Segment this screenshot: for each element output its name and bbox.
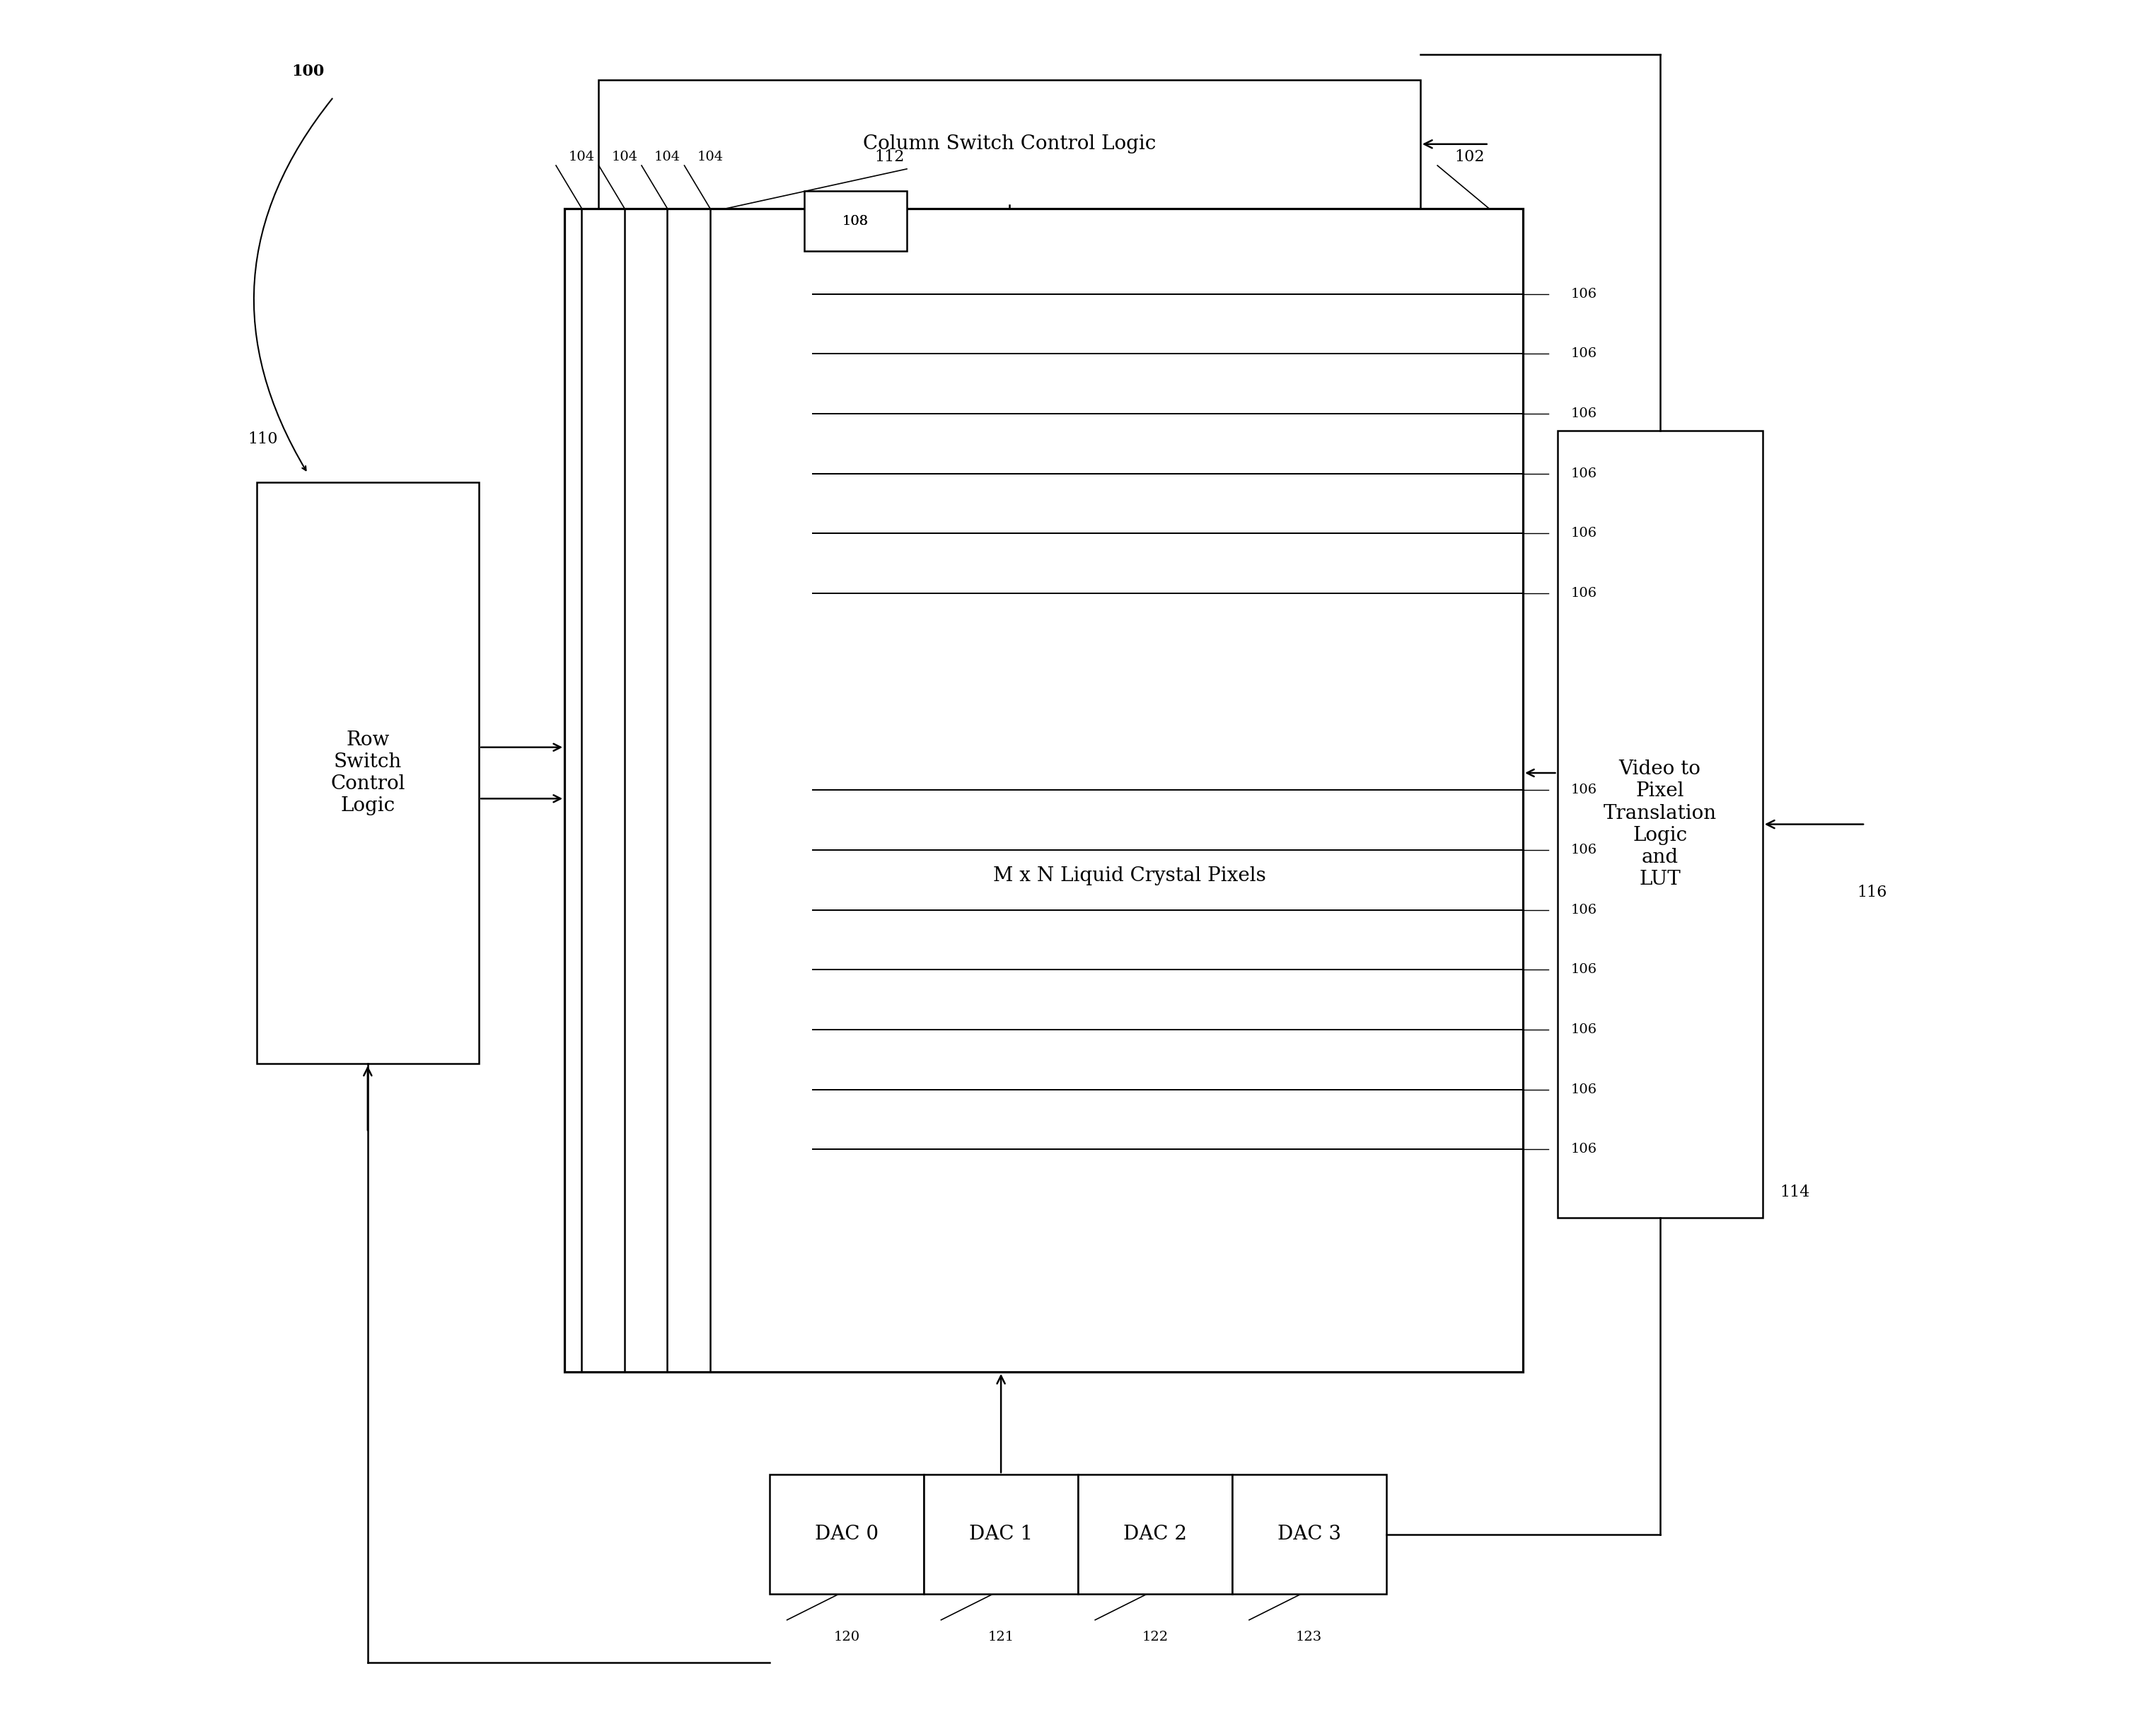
Text: M x N Liquid Crystal Pixels: M x N Liquid Crystal Pixels [994,865,1266,886]
Text: DAC 1: DAC 1 [968,1525,1033,1544]
Bar [1078,1475,1231,1595]
Text: 106: 106 [1572,467,1598,479]
Text: 106: 106 [1572,963,1598,975]
Text: 123: 123 [1296,1631,1322,1643]
Text: 106: 106 [1572,1144,1598,1156]
Text: 108: 108 [843,215,869,227]
Text: 108: 108 [843,215,869,227]
Text: 106: 106 [1572,587,1598,599]
Text: Video to
Pixel
Translation
Logic
and
LUT: Video to Pixel Translation Logic and LUT [1604,759,1716,889]
Text: 110: 110 [248,431,278,446]
Text: 104: 104 [696,151,722,163]
Text: Column Switch Control Logic: Column Switch Control Logic [862,134,1156,153]
Bar [257,482,479,1065]
Text: 102: 102 [1455,149,1485,165]
Text: 100: 100 [291,64,323,79]
Text: 106: 106 [1572,783,1598,797]
Text: 120: 120 [834,1631,860,1643]
Text: 114: 114 [1779,1185,1809,1200]
Text: 106: 106 [1572,527,1598,539]
Text: DAC 3: DAC 3 [1276,1525,1341,1544]
Text: 104: 104 [653,151,681,163]
Text: 106: 106 [1572,407,1598,421]
Text: 104: 104 [569,151,595,163]
Text: 116: 116 [1856,884,1886,900]
Bar [1557,431,1764,1217]
Bar [925,1475,1078,1595]
Bar [770,1475,925,1595]
Text: 106: 106 [1572,287,1598,300]
Text: 104: 104 [612,151,638,163]
Bar [599,81,1421,208]
Text: 106: 106 [1572,903,1598,917]
Bar [804,191,908,251]
Text: 121: 121 [987,1631,1013,1643]
Text: 112: 112 [875,149,906,165]
Text: DAC 0: DAC 0 [815,1525,880,1544]
Text: 106: 106 [1572,347,1598,361]
Text: 106: 106 [1572,1023,1598,1035]
Text: 122: 122 [1143,1631,1169,1643]
Text: DAC 2: DAC 2 [1123,1525,1186,1544]
Bar [565,208,1522,1372]
Text: Row
Switch
Control
Logic: Row Switch Control Logic [330,730,405,816]
Text: 106: 106 [1572,1083,1598,1095]
Bar [1231,1475,1386,1595]
Text: 106: 106 [1572,843,1598,857]
